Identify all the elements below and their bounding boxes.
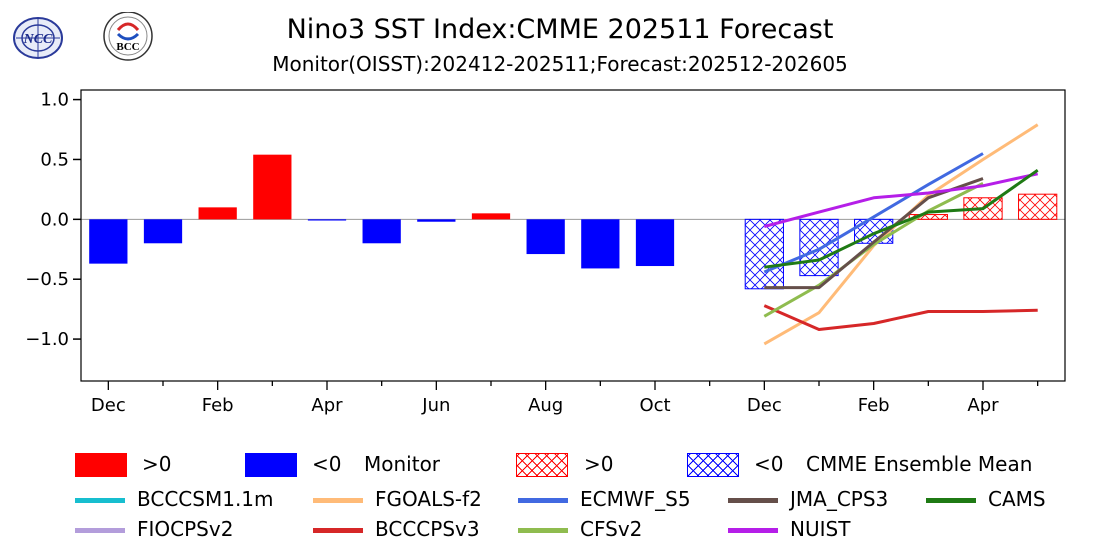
legend-line-bcccsm1-1m — [75, 498, 125, 503]
legend-label-bcccpsv3: BCCCPSv3 — [375, 517, 480, 541]
y-tick-label: −0.5 — [25, 269, 69, 290]
x-tick-label: Jun — [421, 395, 450, 416]
monitor-bar — [253, 154, 292, 220]
ensemble-mean-bar — [1018, 193, 1058, 220]
legend-swatch-monitor-neg — [245, 453, 297, 477]
monitor-bar — [526, 219, 565, 255]
x-tick-label: Feb — [202, 395, 234, 416]
x-tick-label: Oct — [639, 395, 670, 416]
chart-subtitle: Monitor(OISST):202412-202511;Forecast:20… — [272, 52, 848, 76]
legend-line-cams — [926, 498, 976, 503]
x-tick-label: Apr — [311, 395, 343, 416]
x-tick-label: Feb — [858, 395, 890, 416]
monitor-bar — [635, 219, 675, 267]
legend-label-cams: CAMS — [988, 487, 1046, 511]
ensemble-mean-bar — [744, 218, 784, 290]
legend-line-nuist — [728, 528, 778, 533]
legend-line-jma-cps3 — [728, 498, 778, 503]
monitor-bar — [198, 207, 237, 220]
series-line-ecmwf-s5 — [763, 152, 984, 274]
legend-swatch-ensemble-pos — [516, 453, 568, 477]
chart: 1.0 0.5 0.0 −0.5 −1.0 Dec Feb Apr Jun Aug Oct Dec Fe… — [25, 89, 1066, 416]
legend-label-fgoals-f2: FGOALS-f2 — [375, 487, 482, 511]
legend-swatch-ensemble-neg — [687, 453, 739, 477]
x-tick-label: Dec — [91, 395, 126, 416]
series-line-cfsv2 — [763, 182, 984, 318]
ensemble-mean-bar — [908, 214, 948, 220]
bcc-logo: BCC — [103, 12, 153, 61]
legend-label-ecmwf-s5: ECMWF_S5 — [580, 487, 691, 511]
series-line-cams — [764, 168, 1039, 269]
ncc-logo-text: NCC — [23, 32, 53, 47]
monitor-bar — [143, 219, 183, 244]
legend-label-bcccsm1-1m: BCCCSM1.1m — [137, 487, 274, 511]
monitor-bar — [417, 219, 456, 222]
y-tick-label: 1.0 — [40, 90, 69, 111]
legend-label-ensemble: CMME Ensemble Mean — [806, 452, 1033, 476]
legend-line-bcccpsv3 — [313, 528, 363, 533]
bcc-logo-text: BCC — [116, 41, 139, 53]
legend-label-ensemble-neg: <0 — [754, 452, 784, 476]
legend-label-jma-cps3: JMA_CPS3 — [790, 487, 889, 511]
legend-line-fiocpsv2 — [75, 528, 125, 533]
x-tick-label: Apr — [967, 395, 999, 416]
monitor-bar — [581, 219, 620, 269]
chart-title: Nino3 SST Index:CMME 202511 Forecast — [286, 14, 834, 45]
x-tick-label: Aug — [528, 395, 563, 416]
legend-label-nuist: NUIST — [790, 517, 851, 541]
legend-line-ecmwf-s5 — [518, 498, 568, 503]
legend: >0 <0 Monitor >0 <0 CMME Ensemble Mean BCCCSM1… — [0, 440, 1120, 560]
monitor-bar — [471, 213, 511, 220]
legend-label-monitor: Monitor — [364, 452, 441, 476]
ncc-logo: NCC — [13, 17, 63, 59]
legend-label-monitor-neg: <0 — [312, 452, 342, 476]
plot-frame — [80, 89, 1066, 382]
y-tick-label: −1.0 — [25, 329, 69, 350]
legend-label-ensemble-pos: >0 — [584, 452, 614, 476]
legend-swatch-monitor-pos — [75, 453, 127, 477]
legend-label-fiocpsv2: FIOCPSv2 — [137, 517, 234, 541]
series-line-bcccpsv3 — [763, 304, 1038, 331]
y-tick-label: 0.5 — [40, 149, 69, 170]
legend-label-monitor-pos: >0 — [142, 452, 172, 476]
series-line-nuist — [763, 172, 1039, 228]
logos: NCC BCC — [13, 12, 153, 61]
monitor-bar — [362, 219, 401, 244]
ensemble-mean-bar — [799, 218, 839, 277]
monitor-bar — [307, 219, 347, 221]
legend-line-fgoals-f2 — [313, 498, 363, 503]
x-tick-label: Dec — [747, 395, 782, 416]
y-tick-label: 0.0 — [40, 209, 69, 230]
legend-label-cfsv2: CFSv2 — [580, 517, 643, 541]
monitor-bar — [89, 219, 128, 264]
legend-line-cfsv2 — [518, 528, 568, 533]
